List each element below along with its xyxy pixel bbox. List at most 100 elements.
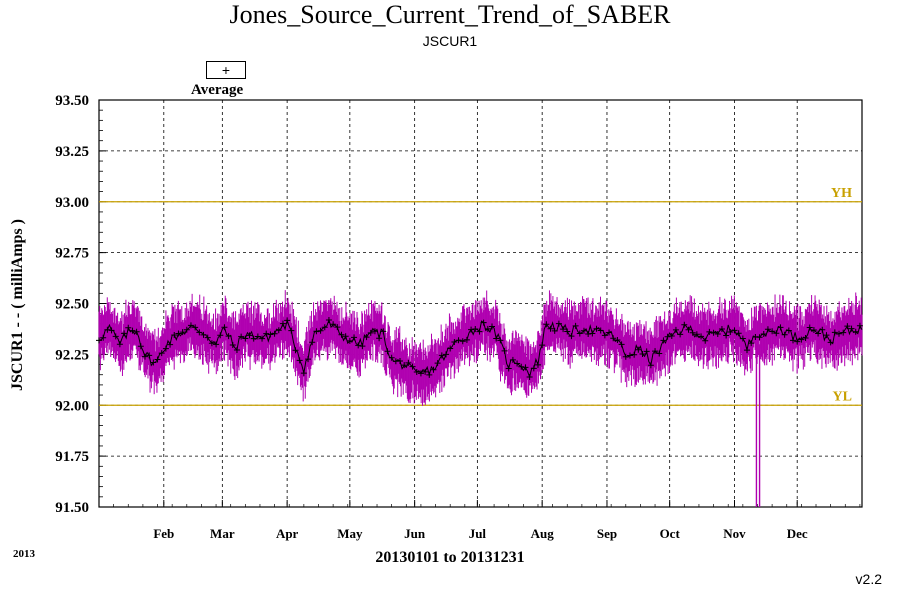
legend-symbol: + xyxy=(206,61,246,79)
average-marker xyxy=(351,334,358,341)
average-marker xyxy=(689,329,696,336)
average-marker xyxy=(514,360,521,367)
average-marker xyxy=(133,328,140,335)
average-marker xyxy=(744,347,751,354)
average-marker xyxy=(739,335,746,342)
average-marker xyxy=(426,371,433,378)
average-marker xyxy=(158,350,165,357)
average-marker xyxy=(631,351,638,358)
average-marker xyxy=(292,347,299,354)
average-marker xyxy=(497,337,504,344)
average-marker xyxy=(342,333,349,340)
average-marker xyxy=(827,339,834,346)
x-tick-label: Oct xyxy=(660,526,681,541)
average-marker xyxy=(187,322,194,329)
x-tick-label: Dec xyxy=(787,526,808,541)
average-marker xyxy=(455,337,462,344)
average-marker xyxy=(259,335,266,342)
average-marker xyxy=(371,328,378,335)
average-marker xyxy=(422,368,429,375)
average-marker xyxy=(96,337,102,344)
average-marker xyxy=(501,347,508,354)
average-marker xyxy=(108,327,115,334)
average-marker xyxy=(405,359,412,366)
average-marker xyxy=(313,328,320,335)
average-marker xyxy=(116,341,123,348)
average-marker xyxy=(488,323,495,330)
average-marker xyxy=(618,341,625,348)
average-marker xyxy=(150,359,157,366)
average-marker xyxy=(183,326,190,333)
y-tick-label: 92.75 xyxy=(55,246,89,262)
x-tick-label: Feb xyxy=(153,526,174,541)
chart-subtitle: JSCUR1 xyxy=(422,33,478,49)
legend-label: Average xyxy=(191,82,244,98)
average-marker xyxy=(401,362,408,369)
average-marker xyxy=(179,329,186,336)
average-marker xyxy=(622,353,629,360)
average-marker xyxy=(819,326,826,333)
average-marker xyxy=(413,368,420,375)
average-marker xyxy=(823,332,830,339)
average-marker xyxy=(484,325,491,332)
average-marker xyxy=(192,324,199,331)
average-marker xyxy=(593,325,600,332)
average-marker xyxy=(664,333,671,340)
average-marker xyxy=(530,365,537,372)
average-marker xyxy=(656,350,663,357)
average-marker xyxy=(840,329,847,336)
average-marker xyxy=(643,348,650,355)
average-marker xyxy=(233,347,240,354)
average-marker xyxy=(534,361,541,368)
average-marker xyxy=(706,328,713,335)
x-tick-label: May xyxy=(337,526,363,541)
average-marker xyxy=(443,351,450,358)
average-marker xyxy=(137,343,144,350)
average-marker xyxy=(434,360,441,367)
average-marker xyxy=(735,330,742,337)
y-tick-label: 92.00 xyxy=(55,398,89,414)
average-marker xyxy=(213,341,220,348)
average-marker xyxy=(271,330,278,337)
average-marker xyxy=(639,350,646,357)
average-marker xyxy=(334,324,341,331)
average-marker xyxy=(493,335,500,342)
average-marker xyxy=(171,332,178,339)
average-marker xyxy=(225,333,232,340)
average-marker xyxy=(463,336,470,343)
average-marker xyxy=(284,317,291,324)
average-marker xyxy=(589,330,596,337)
average-marker xyxy=(338,331,345,338)
average-marker xyxy=(844,323,851,330)
average-marker xyxy=(100,334,107,341)
average-marker xyxy=(288,327,295,334)
average-marker xyxy=(652,348,659,355)
average-marker xyxy=(263,330,270,337)
average-marker xyxy=(480,319,487,326)
x-tick-label: Jun xyxy=(404,526,426,541)
average-marker xyxy=(723,332,730,339)
average-marker xyxy=(104,326,111,333)
y-tick-label: 92.50 xyxy=(55,297,89,313)
average-marker xyxy=(660,337,667,344)
average-marker xyxy=(417,370,424,377)
average-marker xyxy=(451,339,458,346)
x-axis-label: 20130101 to 20131231 xyxy=(375,549,525,566)
average-marker xyxy=(764,326,771,333)
average-marker xyxy=(376,335,383,342)
y-tick-label: 93.50 xyxy=(55,93,89,109)
average-marker xyxy=(518,363,525,370)
x-tick-label: Sep xyxy=(597,526,617,541)
average-marker xyxy=(585,331,592,338)
average-marker xyxy=(698,333,705,340)
average-marker xyxy=(388,354,395,361)
average-marker xyxy=(246,332,253,339)
average-marker xyxy=(146,352,153,359)
average-marker xyxy=(238,333,245,340)
average-marker xyxy=(522,364,529,371)
year-label: 2013 xyxy=(13,548,35,560)
x-tick-label: Apr xyxy=(276,526,299,541)
average-marker xyxy=(459,338,466,345)
average-marker xyxy=(409,363,416,370)
average-marker xyxy=(731,327,738,334)
